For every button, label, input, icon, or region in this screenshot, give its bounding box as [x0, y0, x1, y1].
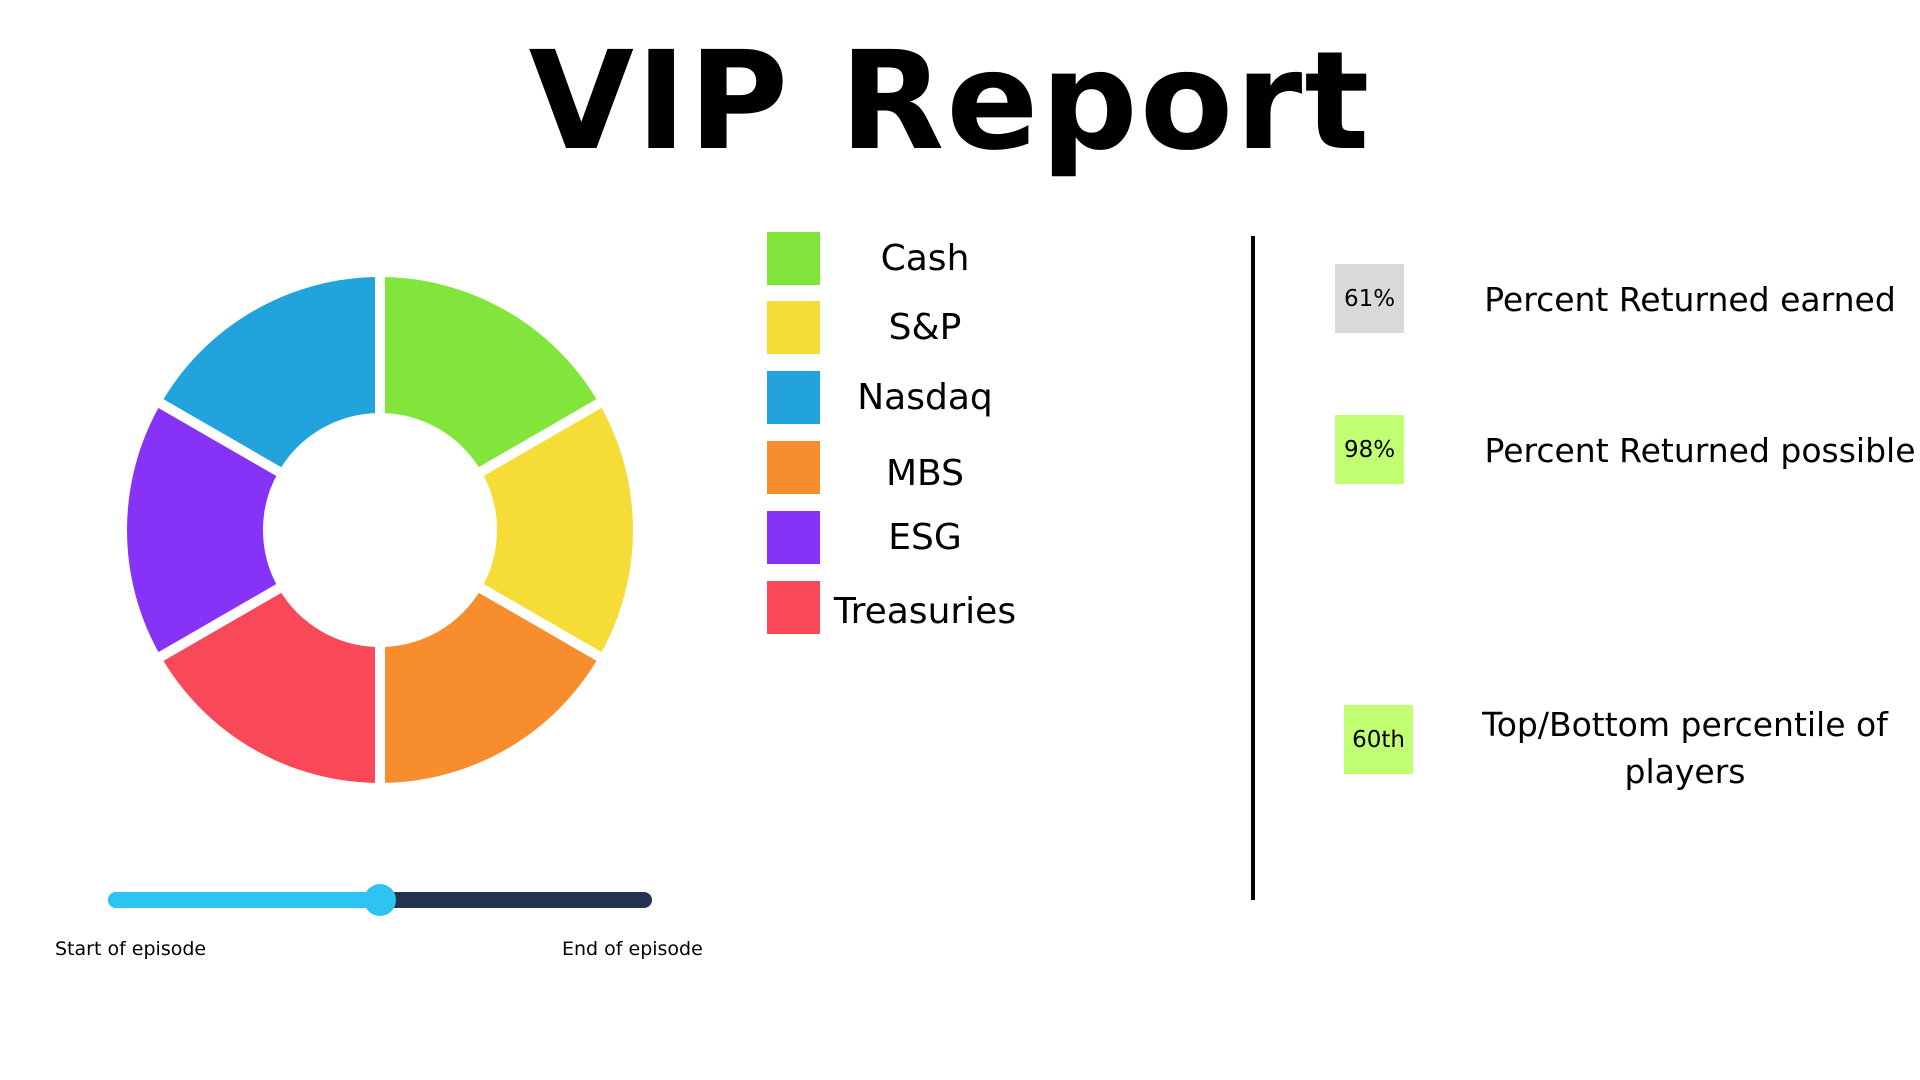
legend-item-sp: S&P: [767, 301, 1067, 355]
percentile-badge: 60th: [1344, 705, 1413, 774]
slider-end-label: End of episode: [562, 938, 703, 960]
episode-slider[interactable]: [108, 880, 652, 920]
page-title: VIP Report: [528, 23, 1372, 181]
legend-label-treasuries: Treasuries: [833, 591, 1017, 632]
legend-swatch-mbs: [767, 441, 820, 494]
donut-slice-treasuries: [149, 579, 385, 794]
returned-earned-label: Percent Returned earned: [1484, 280, 1896, 319]
legend-label-sp: S&P: [888, 307, 962, 348]
donut-slice-nasdaq: [149, 266, 385, 481]
legend-label-cash: Cash: [880, 238, 970, 279]
slider-fill: [108, 892, 380, 908]
legend-swatch-sp: [767, 301, 820, 354]
slider-thumb[interactable]: [364, 884, 396, 916]
returned-earned-badge: 61%: [1335, 264, 1404, 333]
returned-possible-badge: 98%: [1335, 415, 1404, 484]
donut-slice-cash: [375, 266, 611, 481]
legend-swatch-nasdaq: [767, 371, 820, 424]
donut-slice-mbs: [375, 579, 611, 794]
legend-item-mbs: MBS: [767, 441, 1067, 495]
vertical-divider: [1251, 236, 1255, 900]
legend-item-cash: Cash: [767, 232, 1067, 286]
donut-chart: [117, 266, 643, 794]
returned-possible-label: Percent Returned possible: [1484, 431, 1916, 470]
percentile-label-line1: Top/Bottom percentile of: [1482, 705, 1888, 744]
legend-swatch-treasuries: [767, 581, 820, 634]
slider-start-label: Start of episode: [55, 938, 207, 960]
percentile-label: Top/Bottom percentile of players: [1470, 701, 1900, 795]
donut-slice-esg: [117, 394, 290, 666]
donut-slice-sp: [470, 394, 643, 666]
legend-item-esg: ESG: [767, 511, 1067, 565]
legend-swatch-esg: [767, 511, 820, 564]
percentile-label-line2: players: [1624, 752, 1746, 791]
legend-label-esg: ESG: [888, 517, 962, 558]
legend-item-treasuries: Treasuries: [767, 581, 1067, 635]
legend-item-nasdaq: Nasdaq: [767, 371, 1067, 425]
legend-label-nasdaq: Nasdaq: [857, 377, 993, 418]
legend-swatch-cash: [767, 232, 820, 285]
legend-label-mbs: MBS: [886, 453, 964, 494]
